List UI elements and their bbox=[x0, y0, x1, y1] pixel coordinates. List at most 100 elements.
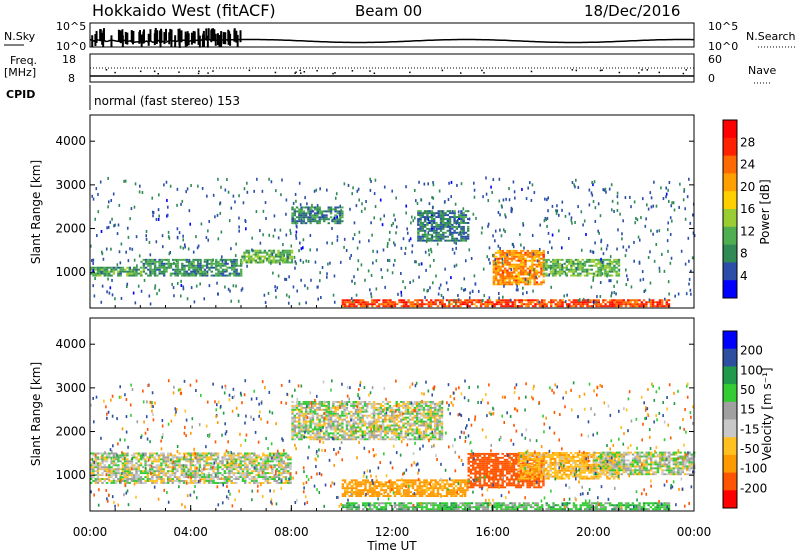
cell bbox=[455, 263, 458, 267]
cell bbox=[361, 420, 364, 423]
cell bbox=[501, 275, 505, 278]
cell bbox=[162, 452, 165, 455]
cell bbox=[522, 249, 525, 252]
cell bbox=[137, 464, 140, 467]
cell bbox=[359, 402, 362, 405]
cell bbox=[361, 418, 364, 421]
cell bbox=[153, 481, 156, 484]
cell bbox=[298, 220, 301, 223]
cell bbox=[597, 274, 600, 277]
cell bbox=[244, 464, 247, 467]
cell bbox=[187, 247, 190, 251]
cell bbox=[300, 216, 303, 219]
cell bbox=[142, 268, 145, 271]
cell bbox=[450, 180, 453, 184]
cell bbox=[133, 205, 136, 209]
cell bbox=[221, 270, 225, 273]
cell bbox=[137, 476, 140, 479]
cell bbox=[625, 248, 628, 252]
cell bbox=[395, 422, 398, 425]
cell bbox=[560, 246, 563, 250]
cell bbox=[135, 468, 138, 471]
cell bbox=[316, 402, 319, 405]
cell bbox=[633, 200, 636, 204]
cell bbox=[413, 188, 416, 192]
cell bbox=[352, 420, 355, 423]
cell bbox=[658, 229, 661, 233]
cell bbox=[515, 281, 518, 284]
cell bbox=[493, 303, 496, 306]
cell bbox=[197, 184, 199, 188]
cell bbox=[498, 199, 501, 203]
cell bbox=[648, 298, 651, 302]
cell bbox=[617, 262, 621, 265]
noise-right-tick-bottom: 10^0 bbox=[708, 40, 738, 53]
cell bbox=[427, 422, 430, 425]
cell bbox=[578, 299, 580, 303]
cell bbox=[592, 264, 596, 267]
cell bbox=[503, 275, 507, 278]
cell bbox=[96, 274, 100, 277]
cell bbox=[437, 231, 440, 234]
cell bbox=[325, 216, 328, 219]
cell bbox=[366, 432, 369, 435]
cell bbox=[616, 191, 619, 195]
cell bbox=[583, 270, 587, 273]
cell bbox=[499, 281, 502, 284]
cell bbox=[451, 237, 454, 240]
cell bbox=[264, 201, 267, 205]
cell bbox=[565, 264, 569, 267]
cell bbox=[259, 466, 263, 469]
cell bbox=[427, 182, 429, 186]
cell bbox=[353, 221, 356, 225]
cell bbox=[194, 464, 197, 467]
cell bbox=[198, 466, 202, 469]
cell bbox=[216, 468, 220, 471]
cell bbox=[250, 259, 253, 262]
cell bbox=[536, 299, 539, 302]
cell bbox=[374, 205, 377, 209]
cell bbox=[524, 261, 527, 264]
cell bbox=[110, 474, 113, 477]
cell bbox=[411, 301, 415, 304]
cell bbox=[552, 262, 555, 265]
cell bbox=[255, 456, 258, 459]
cell bbox=[318, 220, 321, 223]
cell bbox=[383, 185, 386, 189]
cell bbox=[300, 406, 303, 409]
cell bbox=[185, 479, 188, 482]
cell bbox=[366, 426, 369, 429]
cell bbox=[348, 305, 351, 308]
cell bbox=[313, 214, 317, 217]
cell bbox=[224, 262, 227, 265]
cell bbox=[176, 458, 179, 461]
cell bbox=[247, 259, 251, 262]
cell bbox=[92, 470, 95, 473]
cell bbox=[466, 221, 470, 224]
cell bbox=[574, 258, 578, 261]
cell bbox=[590, 305, 594, 308]
cell bbox=[531, 301, 535, 304]
cell bbox=[350, 402, 353, 405]
cell bbox=[318, 408, 321, 411]
cell bbox=[254, 253, 257, 256]
cell bbox=[239, 468, 242, 471]
cell bbox=[142, 466, 145, 469]
cell bbox=[517, 281, 520, 284]
cell bbox=[160, 462, 163, 465]
cell bbox=[650, 196, 653, 200]
cell bbox=[226, 266, 229, 269]
cell bbox=[608, 187, 611, 191]
cell bbox=[271, 454, 274, 457]
cell bbox=[137, 470, 140, 473]
cell bbox=[191, 262, 193, 266]
cell bbox=[101, 268, 104, 271]
cell bbox=[347, 436, 351, 439]
cell bbox=[421, 233, 425, 236]
cell bbox=[412, 279, 415, 283]
cell bbox=[253, 470, 256, 473]
cell bbox=[491, 190, 493, 194]
cell bbox=[293, 408, 296, 411]
cell bbox=[323, 220, 326, 223]
cell bbox=[372, 416, 376, 419]
